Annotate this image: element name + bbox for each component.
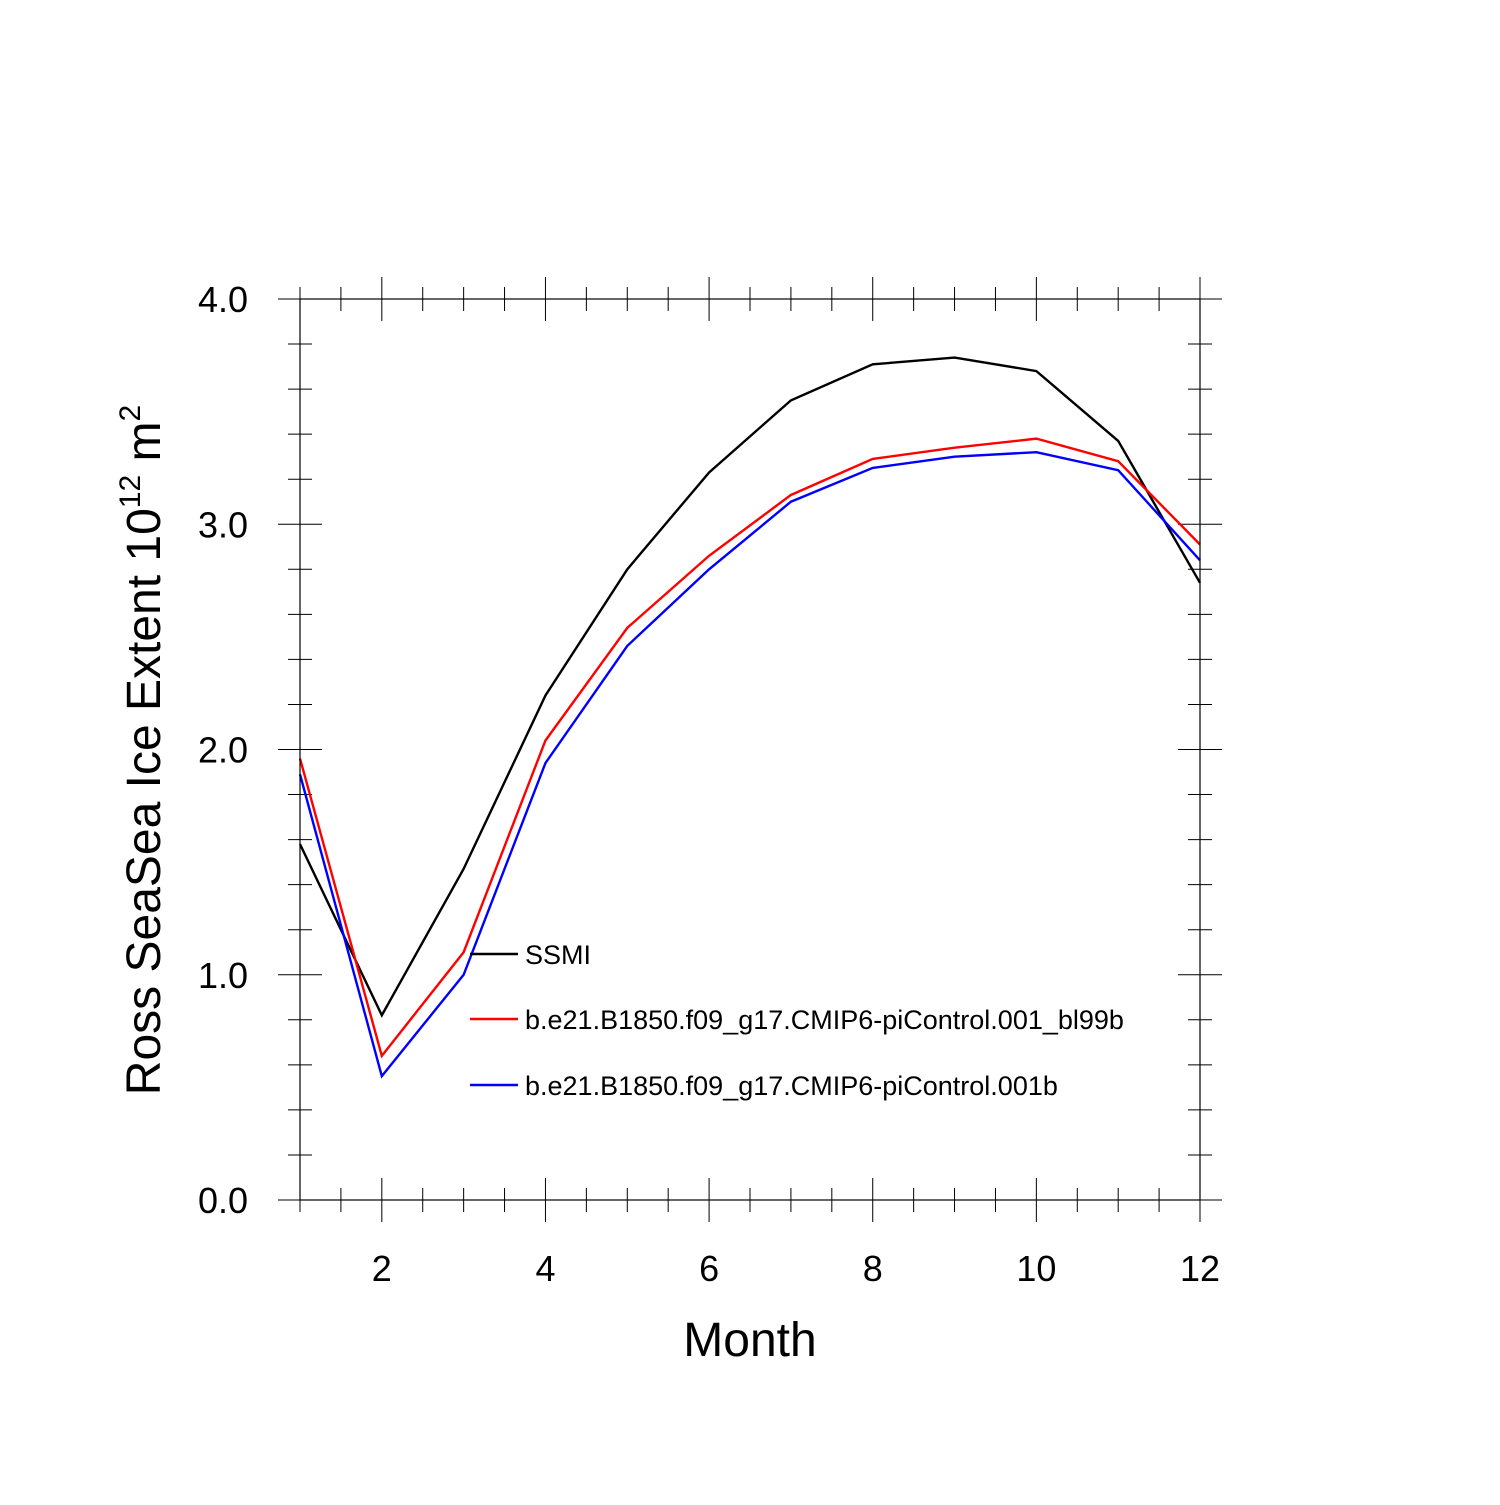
tick-labels: 2 4 6 8 10 12 0.0 1.0 2.0 3.0 4.0 xyxy=(198,279,1220,1289)
x-tick-label: 8 xyxy=(863,1248,883,1289)
series-line-2 xyxy=(298,450,1201,1079)
y-axis-title: Ross SeaSea Ice Extent 1012 m2 xyxy=(114,405,171,1095)
x-axis-title: Month xyxy=(683,1314,816,1367)
series-line-1 xyxy=(298,437,1201,1059)
series-line-0 xyxy=(298,356,1202,1018)
y-tick-label: 0.0 xyxy=(198,1180,248,1221)
y-axis-title-unit: m xyxy=(118,421,171,474)
legend-label-1: b.e21.B1850.f09_g17.CMIP6-piControl.001_… xyxy=(525,1005,1124,1035)
x-tick-label: 4 xyxy=(535,1248,555,1289)
y-tick-label: 1.0 xyxy=(198,955,248,996)
y-tick-label: 3.0 xyxy=(198,504,248,545)
y-axis-title-unit-exponent: 2 xyxy=(114,405,147,422)
y-tick-label: 2.0 xyxy=(198,730,248,771)
legend-label-2: b.e21.B1850.f09_g17.CMIP6-piControl.001b xyxy=(525,1071,1058,1101)
y-tick-label: 4.0 xyxy=(198,279,248,320)
legend: SSMI b.e21.B1850.f09_g17.CMIP6-piControl.… xyxy=(470,940,1124,1101)
y-axis-title-exponent: 12 xyxy=(114,475,147,508)
x-tick-label: 12 xyxy=(1180,1248,1220,1289)
legend-label-0: SSMI xyxy=(525,940,591,970)
y-axis-title-main: Ross SeaSea Ice Extent 10 xyxy=(118,508,171,1095)
x-tick-label: 6 xyxy=(699,1248,719,1289)
series-lines xyxy=(298,356,1202,1079)
x-tick-label: 2 xyxy=(372,1248,392,1289)
plot-frame xyxy=(299,298,1201,1201)
x-tick-label: 10 xyxy=(1016,1248,1056,1289)
